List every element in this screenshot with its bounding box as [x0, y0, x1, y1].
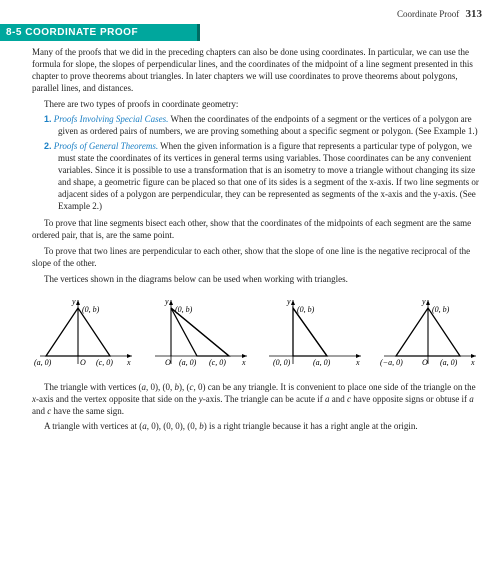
- vertex-mid: (a, 0): [179, 358, 197, 367]
- vertex-right: (c, 0): [209, 358, 226, 367]
- para-diagrams-intro: The vertices shown in the diagrams below…: [32, 274, 482, 286]
- axis-x-label: x: [470, 358, 475, 367]
- list-item: 2. Proofs of General Theorems. When the …: [44, 141, 482, 212]
- axis-y-label: y: [286, 297, 291, 306]
- vertex-top: (0, b): [82, 305, 100, 314]
- section-label: 8-5 COORDINATE PROOF: [6, 27, 138, 38]
- vertex-left: (a, 0): [34, 358, 52, 367]
- origin-label: O: [422, 358, 428, 367]
- diagram-4: y (0, b) (−a, 0) O (a, 0) x: [378, 294, 480, 372]
- item-number: 2.: [44, 141, 52, 151]
- axis-x-label: x: [241, 358, 246, 367]
- vertex-top: (0, b): [175, 305, 193, 314]
- item-number: 1.: [44, 114, 52, 124]
- running-head: Coordinate Proof: [397, 9, 459, 19]
- vertex-right: (c, 0): [96, 358, 113, 367]
- vertex-mid: (a, 0): [313, 358, 331, 367]
- origin-label: O: [80, 358, 86, 367]
- origin-label: O: [165, 358, 171, 367]
- page-header: Coordinate Proof 313: [0, 0, 500, 24]
- vertex-top: (0, b): [297, 305, 315, 314]
- vertex-left: (−a, 0): [380, 358, 403, 367]
- axis-y-label: y: [164, 297, 169, 306]
- item-lead: Proofs Involving Special Cases.: [54, 114, 169, 124]
- axis-y-label: y: [421, 297, 426, 306]
- vertex-left: (0, 0): [273, 358, 291, 367]
- para-perp: To prove that two lines are perpendicula…: [32, 246, 482, 270]
- axis-x-label: x: [126, 358, 131, 367]
- body-text: Many of the proofs that we did in the pr…: [0, 41, 500, 433]
- list-item: 1. Proofs Involving Special Cases. When …: [44, 114, 482, 138]
- item-rest: When the given information is a figure t…: [58, 141, 479, 210]
- para-right-triangle: A triangle with vertices at (a, 0), (0, …: [32, 421, 482, 433]
- vertex-top: (0, b): [432, 305, 450, 314]
- para-bisect: To prove that line segments bisect each …: [32, 218, 482, 242]
- item-lead: Proofs of General Theorems.: [54, 141, 158, 151]
- axis-y-label: y: [71, 297, 76, 306]
- triangle-diagrams: y (0, b) (a, 0) O (c, 0) x y (0, b) O: [32, 294, 482, 372]
- para-intro: Many of the proofs that we did in the pr…: [32, 47, 482, 95]
- diagram-3: y (0, b) (0, 0) (a, 0) x: [263, 294, 365, 372]
- para-types: There are two types of proofs in coordin…: [32, 99, 482, 111]
- section-bar: 8-5 COORDINATE PROOF: [0, 24, 200, 41]
- diagram-1: y (0, b) (a, 0) O (c, 0) x: [34, 294, 136, 372]
- axis-x-label: x: [355, 358, 360, 367]
- diagram-2: y (0, b) O (a, 0) (c, 0) x: [149, 294, 251, 372]
- page-number: 313: [466, 8, 483, 20]
- vertex-right: (a, 0): [440, 358, 458, 367]
- proof-types-list: 1. Proofs Involving Special Cases. When …: [44, 114, 482, 212]
- para-any-triangle: The triangle with vertices (a, 0), (0, b…: [32, 382, 482, 418]
